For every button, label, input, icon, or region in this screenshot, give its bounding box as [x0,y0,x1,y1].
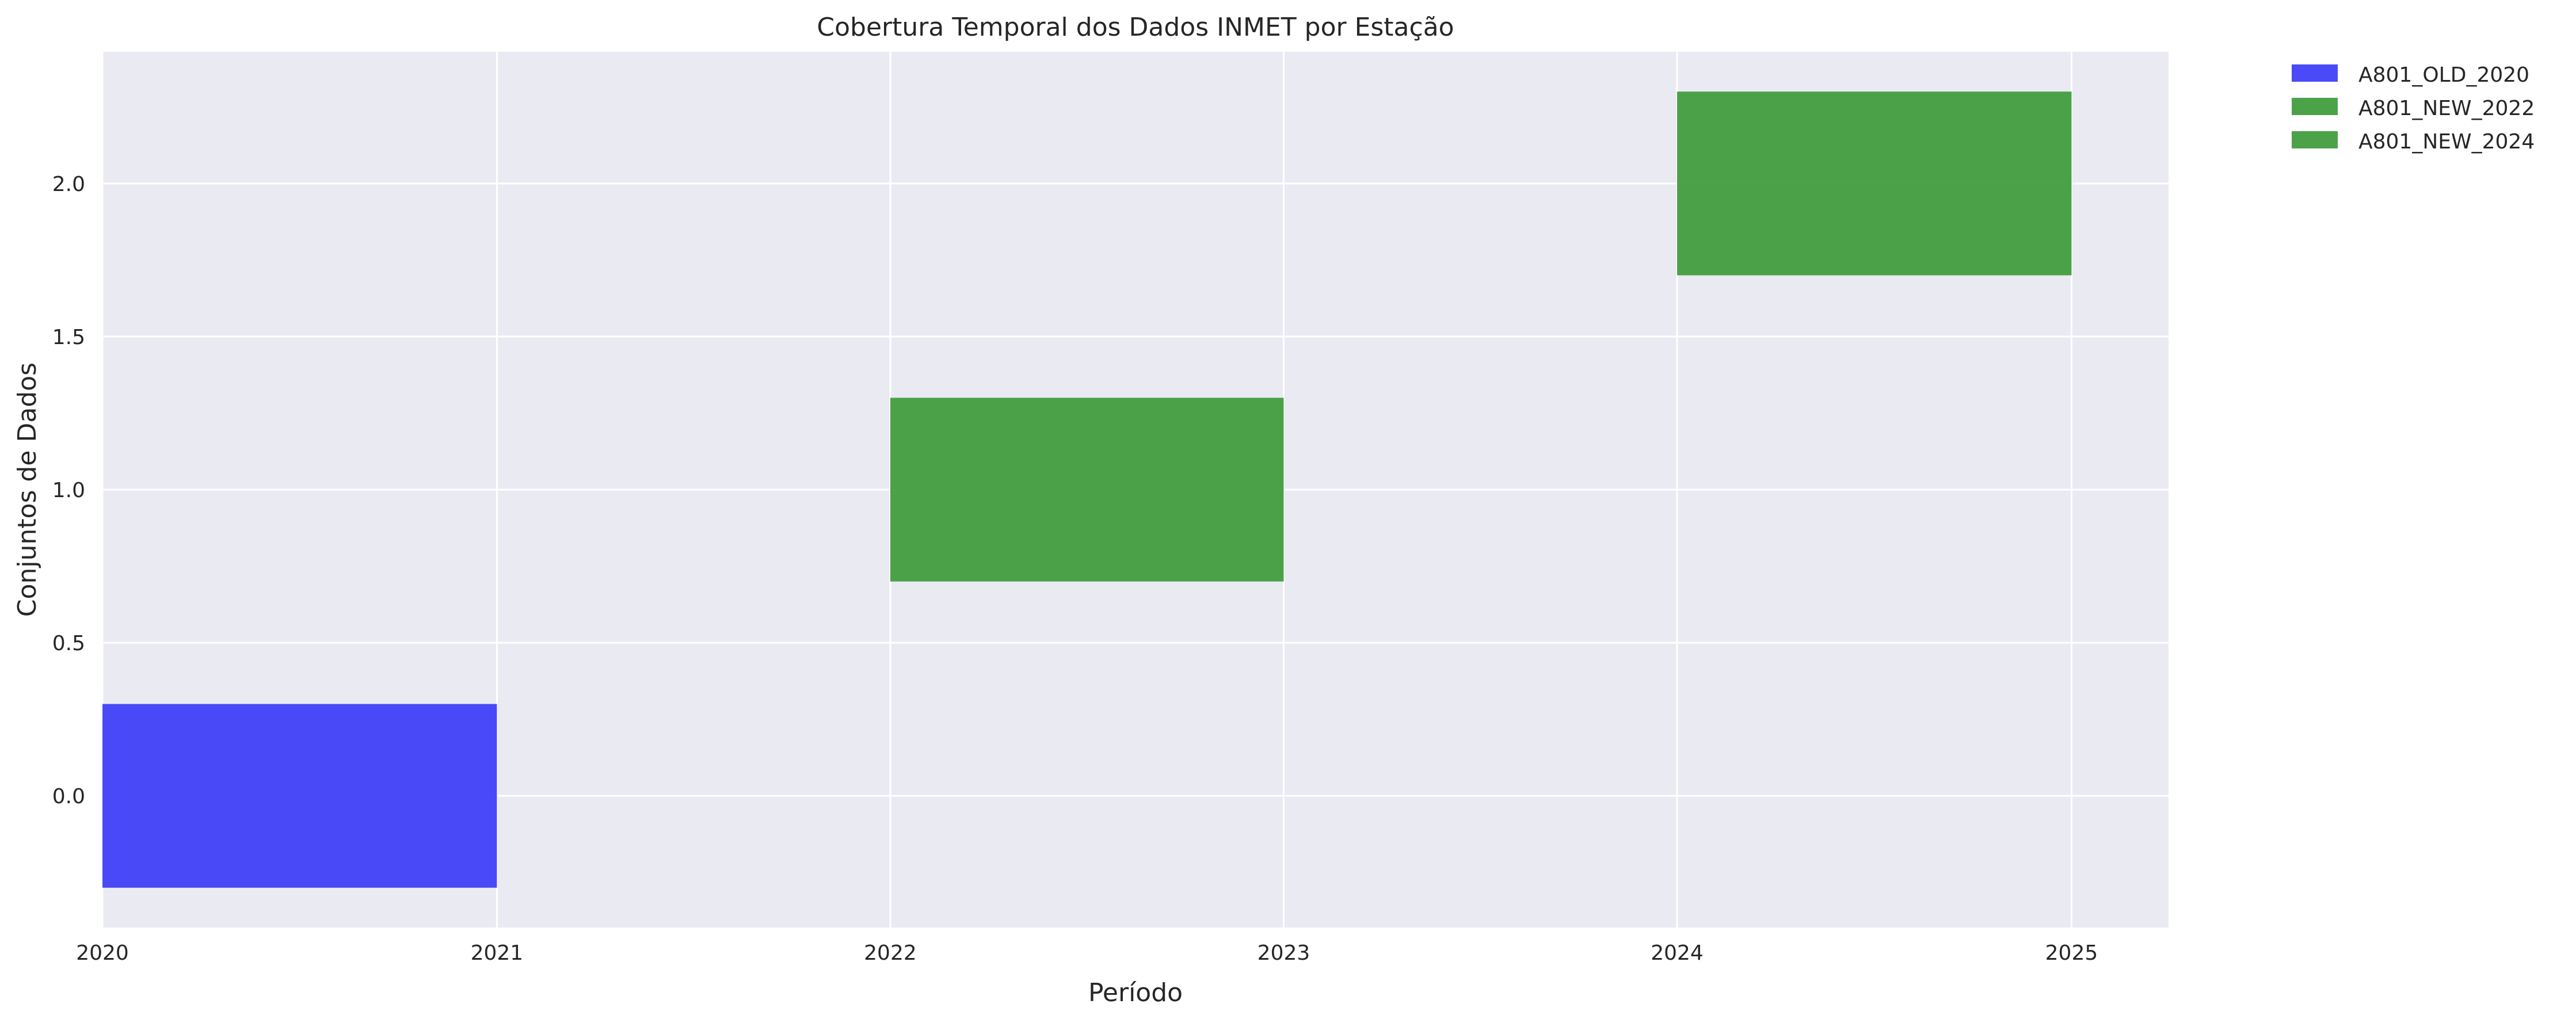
legend-label: A801_OLD_2020 [2358,63,2529,87]
x-tick-label: 2020 [76,941,129,965]
legend: A801_OLD_2020 A801_NEW_2022 A801_NEW_2024 [2292,63,2535,154]
x-axis-label: Período [1088,978,1183,1007]
x-tick-label: 2021 [471,941,524,965]
x-tick-label: 2025 [2045,941,2098,965]
bar-a801-new-2024 [1677,91,2072,276]
legend-swatch [2292,64,2338,82]
legend-swatch [2292,131,2338,148]
y-tick-label: 0.0 [52,785,85,808]
y-tick-label: 1.5 [52,326,85,349]
bar-a801-old-2020 [102,704,497,888]
y-tick-label: 0.5 [52,632,85,655]
bar-a801-new-2022 [890,398,1284,582]
y-axis-label: Conjuntos de Dados [13,362,42,617]
chart-title: Cobertura Temporal dos Dados INMET por E… [817,13,1454,42]
x-tick-label: 2023 [1257,941,1310,965]
legend-swatch [2292,98,2338,115]
y-axis-ticks: 0.0 0.5 1.0 1.5 2.0 [52,173,85,808]
x-axis-ticks: 2020 2021 2022 2023 2024 2025 [76,941,2098,965]
y-tick-label: 2.0 [52,173,85,196]
legend-label: A801_NEW_2022 [2358,97,2535,120]
x-tick-label: 2024 [1651,941,1704,965]
y-tick-label: 1.0 [52,479,85,502]
x-tick-label: 2022 [864,941,917,965]
legend-label: A801_NEW_2024 [2358,130,2535,154]
bars [102,91,2072,888]
